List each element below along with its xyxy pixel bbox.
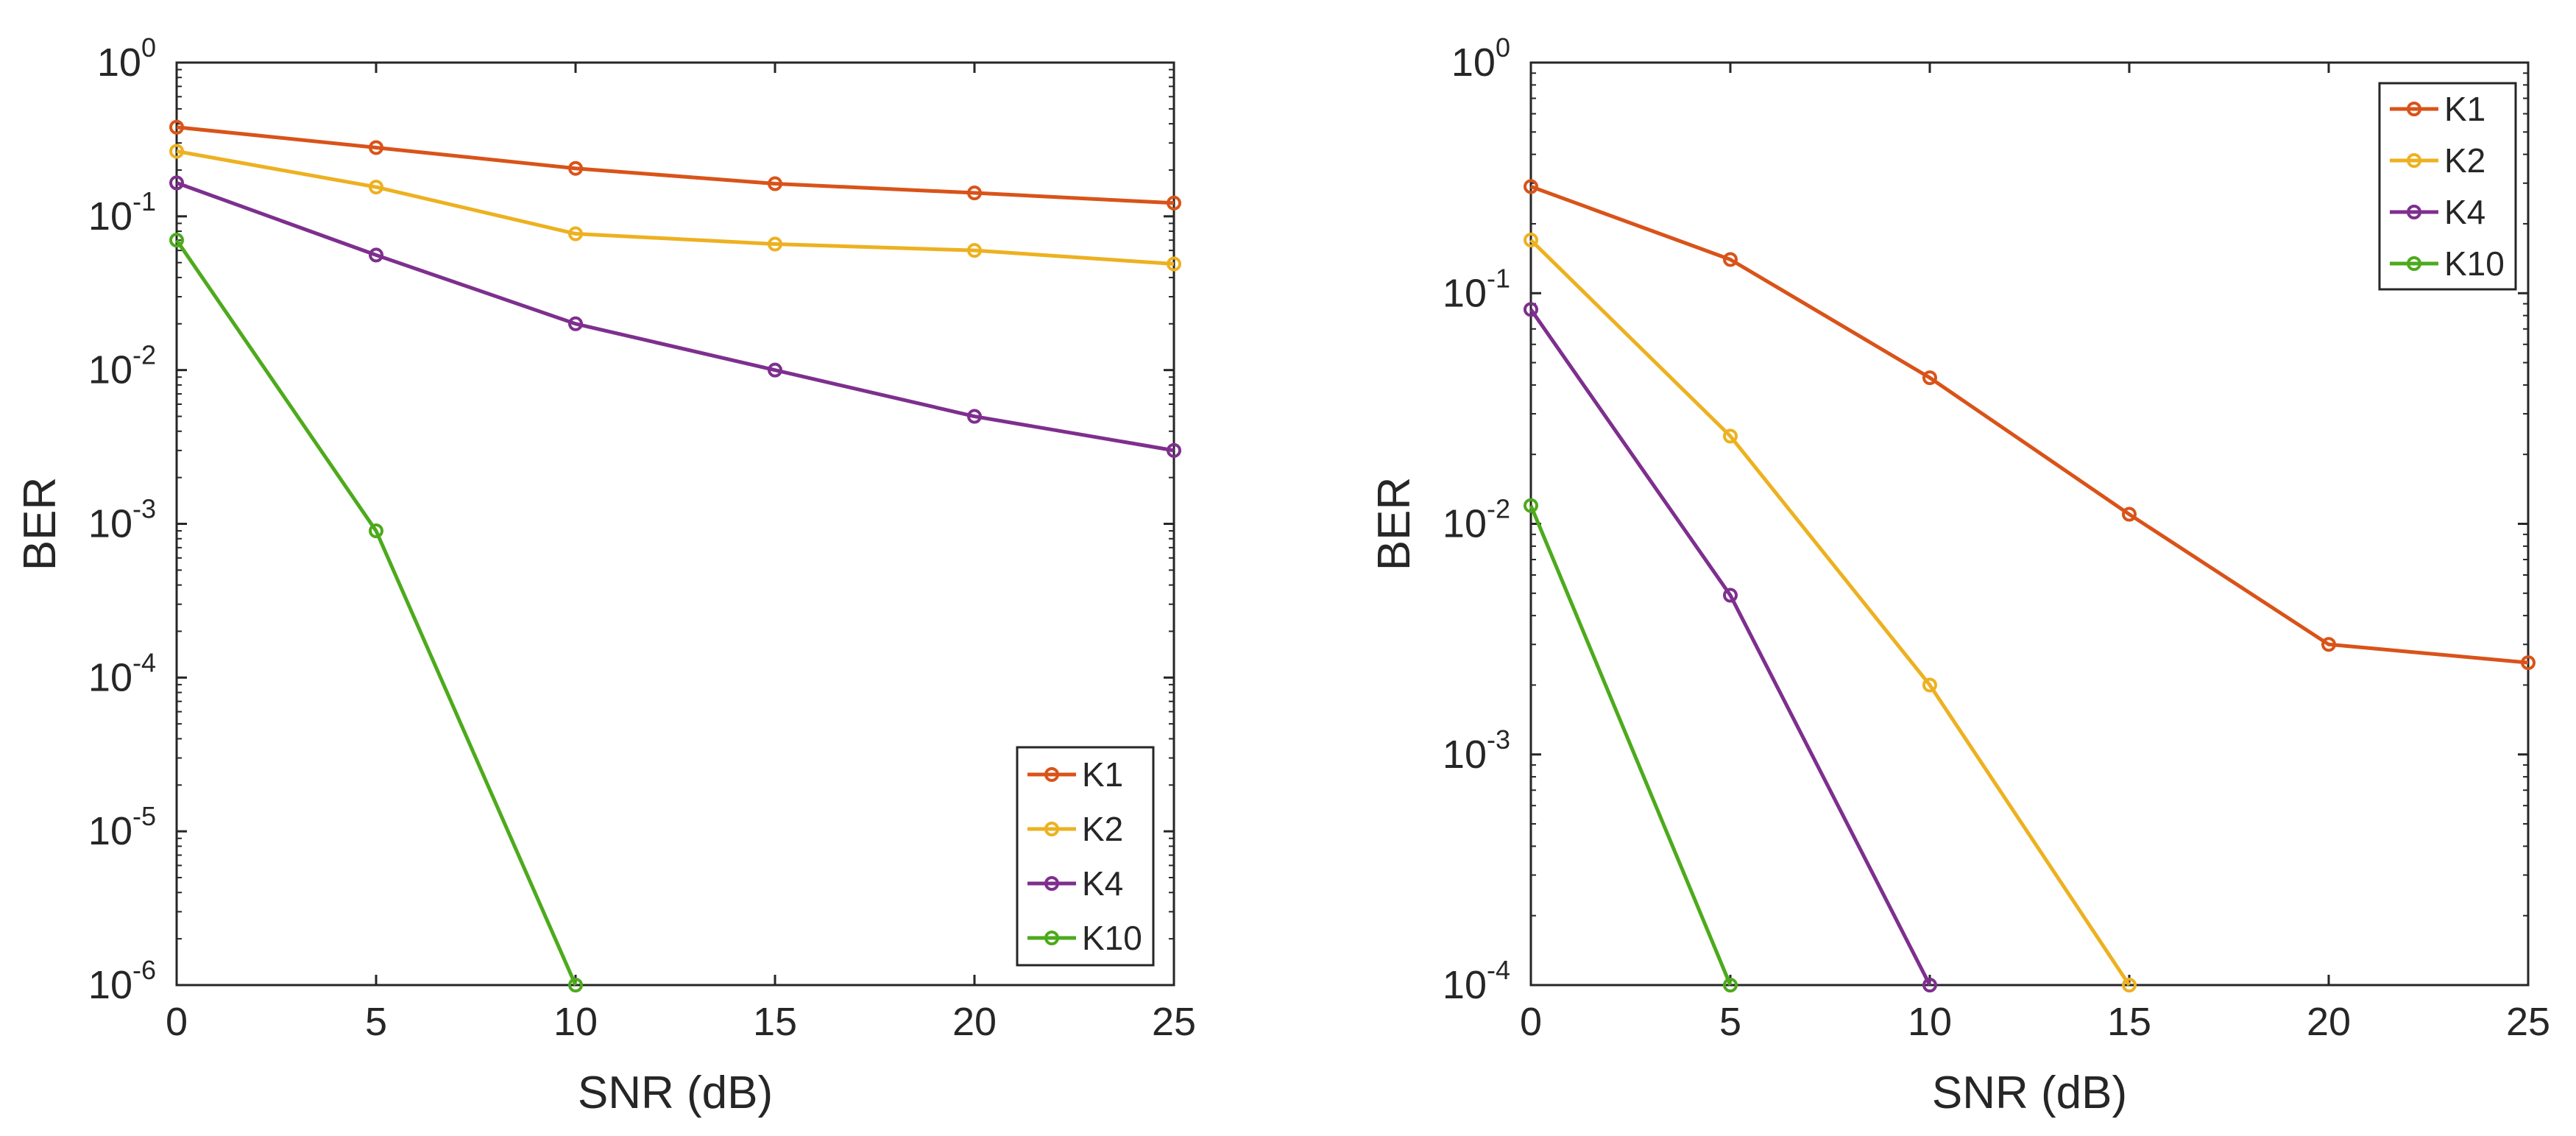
data-point-k4 (1167, 442, 1181, 458)
x-tick-label: 5 (365, 1000, 387, 1044)
chart-1: 0 5 10 15 20 25 100 10-1 10-2 10-3 10-4 10-5 10-6 SNR… (15, 32, 1196, 1118)
legend-label: K10 (2444, 244, 2505, 283)
data-point-k10 (369, 523, 383, 539)
chart-2: 0 5 10 15 20 25 100 10-1 10-2 10-3 10-4 SNR (dB) BER… (1369, 32, 2550, 1118)
data-point-k10 (568, 978, 583, 992)
data-point-k4 (1922, 978, 1937, 992)
x-tick-label: 15 (2107, 1000, 2151, 1044)
legend-label: K1 (1082, 755, 1123, 794)
y-tick-label: 100 (1451, 32, 1510, 85)
data-point-k10 (1723, 978, 1738, 992)
legend-marker (1044, 931, 1059, 945)
data-point-k2 (1723, 428, 1738, 444)
x-tick-label: 15 (753, 1000, 797, 1044)
data-point-k2 (768, 236, 782, 252)
series-line-k10 (1529, 504, 1733, 986)
data-point-k4 (169, 175, 184, 191)
data-point-k1 (1723, 252, 1738, 267)
data-point-k2 (2122, 978, 2137, 992)
data-point-k1 (568, 160, 583, 176)
data-point-k1 (369, 140, 383, 155)
y-tick-label: 10-4 (1443, 955, 1510, 1007)
legend-label: K10 (1082, 919, 1142, 957)
x-tick-label: 10 (1908, 1000, 1952, 1044)
y-tick-label: 10-1 (1443, 263, 1510, 315)
y-tick-label: 10-6 (88, 955, 156, 1007)
legend-marker (2407, 153, 2421, 168)
data-point-k4 (1524, 302, 1538, 317)
data-point-k1 (169, 119, 184, 135)
legend-box (1016, 746, 1155, 967)
x-tick-label: 25 (2506, 1000, 2550, 1044)
data-point-k2 (568, 226, 583, 241)
series-line-k1 (1530, 185, 2529, 665)
data-point-k2 (369, 180, 383, 195)
data-point-k1 (2521, 655, 2536, 671)
data-point-k1 (1922, 370, 1937, 386)
legend-label: K2 (1082, 810, 1123, 848)
legend-marker (1044, 767, 1059, 782)
x-axis-title: SNR (dB) (578, 1068, 773, 1118)
x-tick-label: 25 (1152, 1000, 1196, 1044)
data-point-k10 (169, 233, 184, 248)
series-line-k10 (174, 239, 578, 987)
data-point-k4 (967, 409, 982, 424)
data-point-k4 (369, 247, 383, 263)
y-axis-title: BER (15, 477, 66, 571)
y-tick-label: 10-3 (1443, 724, 1510, 777)
x-tick-label: 20 (2307, 1000, 2351, 1044)
x-tick-label: 0 (1520, 1000, 1542, 1044)
series-line-k4 (1529, 308, 1932, 987)
legend-marker (2407, 205, 2421, 219)
legend-label: K2 (2444, 141, 2485, 180)
series-line-k4 (176, 181, 1175, 453)
x-tick-label: 0 (166, 1000, 188, 1044)
data-point-k2 (967, 243, 982, 258)
y-tick-label: 10-3 (88, 494, 156, 546)
data-point-k1 (1524, 179, 1538, 194)
x-tick-label: 5 (1719, 1000, 1741, 1044)
data-point-k1 (2122, 507, 2137, 522)
legend-label: K4 (2444, 193, 2485, 231)
series-line-k2 (176, 149, 1175, 267)
legend-marker (2407, 256, 2421, 271)
series-line-k1 (176, 125, 1175, 205)
data-point-k1 (2321, 637, 2336, 652)
data-point-k1 (967, 186, 982, 201)
x-tick-label: 20 (952, 1000, 997, 1044)
data-point-k1 (1167, 195, 1181, 211)
x-tick-label: 10 (553, 1000, 598, 1044)
legend: K1 K2 K4 K10 (1016, 746, 1155, 967)
data-point-k4 (568, 316, 583, 331)
legend-label: K1 (2444, 90, 2485, 128)
y-axis-title: BER (1369, 477, 1420, 571)
legend-label: K4 (1082, 864, 1123, 903)
legend-marker (1044, 822, 1059, 836)
data-point-k2 (1922, 677, 1937, 693)
data-point-k1 (768, 176, 782, 191)
y-tick-label: 10-2 (1443, 494, 1510, 546)
y-tick-label: 10-5 (88, 801, 156, 853)
legend: K1 K2 K4 K10 (2378, 82, 2517, 291)
data-point-k2 (1167, 256, 1181, 272)
data-point-k2 (169, 144, 184, 159)
y-tick-label: 10-1 (88, 186, 156, 239)
y-tick-label: 10-4 (88, 647, 156, 699)
x-axis-title: SNR (dB) (1932, 1068, 2127, 1118)
series-line-k2 (1529, 239, 2131, 987)
legend-marker (2407, 102, 2421, 116)
legend-marker (1044, 876, 1059, 891)
y-tick-label: 100 (97, 32, 156, 85)
data-point-k2 (1524, 233, 1538, 248)
data-point-k4 (768, 362, 782, 378)
data-point-k4 (1723, 588, 1738, 603)
y-tick-label: 10-2 (88, 340, 156, 392)
legend-box (2378, 82, 2517, 291)
data-point-k10 (1524, 498, 1538, 513)
